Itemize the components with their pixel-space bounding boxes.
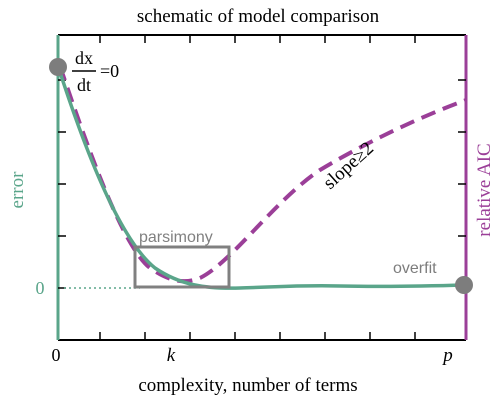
parsimony-label: parsimony [139, 229, 213, 246]
overfit-label: overfit [393, 260, 437, 277]
derivative-denominator: dt [77, 75, 91, 95]
y-axis-label-left: error [7, 171, 28, 209]
bottom-ticks [99, 332, 416, 340]
x-axis-label: complexity, number of terms [138, 375, 357, 396]
x-tick-k: k [167, 345, 176, 366]
parsimony-box [133, 245, 231, 289]
error-curve [56, 65, 467, 290]
end-marker [455, 276, 473, 294]
y-axis-label-right: relative AIC [474, 143, 495, 236]
derivative-equals: =0 [100, 61, 119, 81]
x-tick-p: p [441, 345, 453, 366]
aic-curve [58, 65, 467, 284]
y-zero-label: 0 [36, 278, 45, 298]
derivative-numerator: dx [75, 48, 93, 68]
chart-title: schematic of model comparison [137, 6, 380, 27]
x-tick-zero: 0 [52, 345, 61, 365]
top-ticks [99, 35, 416, 43]
start-marker [49, 58, 67, 76]
